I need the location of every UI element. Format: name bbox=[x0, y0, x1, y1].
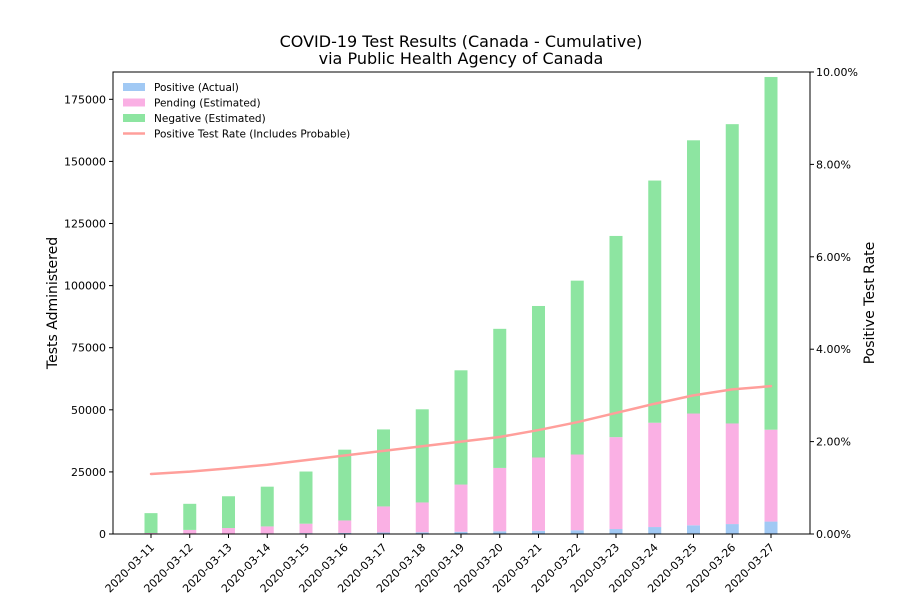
bar-pending-2020-03-21 bbox=[532, 457, 545, 531]
bar-negative-2020-03-22 bbox=[570, 280, 584, 455]
bar-pending-2020-03-17 bbox=[377, 506, 390, 533]
y-tick-label: 75000 bbox=[71, 342, 106, 355]
plot-area bbox=[112, 71, 811, 535]
bar-negative-2020-03-19 bbox=[454, 370, 468, 485]
y-tick-label: 50000 bbox=[71, 404, 106, 417]
bar-negative-2020-03-25 bbox=[687, 140, 700, 414]
bar-pending-2020-03-27 bbox=[764, 429, 778, 522]
y2-tick-label: 6.00% bbox=[816, 251, 851, 264]
bar-negative-2020-03-11 bbox=[144, 513, 158, 534]
rate-line-layer bbox=[149, 384, 773, 476]
y-tick-label: 25000 bbox=[71, 466, 106, 479]
legend-swatch bbox=[123, 114, 145, 122]
bar-negative-2020-03-24 bbox=[648, 180, 662, 423]
bar-negative-2020-03-27 bbox=[764, 76, 778, 430]
bar-positive-2020-03-24 bbox=[648, 527, 662, 534]
bar-positive-2020-03-20 bbox=[493, 531, 507, 534]
y2-tick-label: 2.00% bbox=[816, 436, 851, 449]
bar-negative-2020-03-15 bbox=[299, 471, 313, 524]
y-tick-label: 125000 bbox=[64, 218, 106, 231]
y2-tick-label: 0.00% bbox=[816, 528, 851, 541]
bar-negative-2020-03-17 bbox=[377, 429, 390, 507]
chart-subtitle: via Public Health Agency of Canada bbox=[319, 49, 604, 68]
bar-pending-2020-03-26 bbox=[725, 423, 739, 525]
bar-negative-2020-03-13 bbox=[222, 496, 235, 529]
bar-positive-2020-03-25 bbox=[687, 525, 700, 534]
bar-pending-2020-03-11 bbox=[144, 533, 158, 534]
bar-pending-2020-03-18 bbox=[415, 502, 429, 533]
bar-positive-2020-03-21 bbox=[532, 530, 545, 534]
bar-pending-2020-03-14 bbox=[260, 526, 274, 534]
y-axis-right: 0.00% 2.00% 4.00% 6.00% 8.00% 10.00% bbox=[810, 66, 858, 541]
y-tick-label: 150000 bbox=[64, 155, 106, 168]
bar-positive-2020-03-27 bbox=[764, 521, 778, 534]
legend-label: Negative (Estimated) bbox=[154, 113, 266, 125]
bar-negative-2020-03-23 bbox=[609, 235, 623, 438]
bar-negative-2020-03-14 bbox=[260, 486, 274, 527]
bar-negative-2020-03-21 bbox=[532, 305, 545, 458]
bar-pending-2020-03-19 bbox=[454, 484, 468, 532]
y-axis-left: 0 25000 50000 75000 100000 125000 150000 175000 bbox=[64, 93, 113, 541]
bar-negative-2020-03-26 bbox=[725, 124, 739, 424]
legend-swatch bbox=[123, 98, 145, 107]
bar-negative-2020-03-12 bbox=[183, 503, 197, 530]
y-tick-label: 0 bbox=[99, 528, 106, 541]
legend: Positive (Actual) Pending (Estimated) Nega… bbox=[123, 82, 350, 141]
y2-tick-label: 4.00% bbox=[816, 343, 851, 356]
bar-negative-2020-03-18 bbox=[415, 409, 429, 503]
bar-pending-2020-03-13 bbox=[222, 528, 235, 534]
bar-pending-2020-03-24 bbox=[648, 422, 662, 528]
chart-title: COVID-19 Test Results (Canada - Cumulati… bbox=[280, 32, 643, 51]
y2-axis-label: Positive Test Rate bbox=[862, 242, 878, 365]
legend-label: Positive Test Rate (Includes Probable) bbox=[154, 129, 350, 141]
y-tick-label: 175000 bbox=[64, 93, 106, 106]
bar-negative-2020-03-16 bbox=[338, 449, 352, 521]
y2-tick-label: 10.00% bbox=[816, 66, 858, 79]
bar-positive-2020-03-18 bbox=[415, 532, 429, 534]
bar-negative-2020-03-20 bbox=[493, 328, 507, 468]
bar-positive-2020-03-22 bbox=[570, 530, 584, 534]
bar-pending-2020-03-15 bbox=[299, 523, 313, 534]
bar-positive-2020-03-26 bbox=[725, 524, 739, 534]
y-axis-label: Tests Administered bbox=[45, 237, 61, 370]
bar-pending-2020-03-22 bbox=[570, 454, 584, 531]
bar-pending-2020-03-23 bbox=[609, 437, 623, 530]
y2-tick-label: 8.00% bbox=[816, 158, 851, 171]
bars-layer bbox=[144, 76, 778, 534]
bar-positive-2020-03-19 bbox=[454, 531, 468, 534]
positive-rate-line bbox=[149, 384, 773, 476]
bar-pending-2020-03-20 bbox=[493, 467, 507, 532]
bar-positive-2020-03-23 bbox=[609, 529, 623, 534]
bar-pending-2020-03-12 bbox=[183, 529, 197, 534]
bar-pending-2020-03-25 bbox=[687, 413, 700, 526]
legend-label: Pending (Estimated) bbox=[154, 98, 261, 110]
y-tick-label: 100000 bbox=[64, 280, 106, 293]
legend-label: Positive (Actual) bbox=[154, 82, 239, 94]
legend-swatch bbox=[123, 83, 145, 91]
bar-positive-2020-03-17 bbox=[377, 532, 390, 534]
x-axis: 2020-03-112020-03-122020-03-132020-03-14… bbox=[103, 534, 777, 595]
bar-positive-2020-03-16 bbox=[338, 532, 352, 534]
bar-pending-2020-03-16 bbox=[338, 520, 352, 533]
